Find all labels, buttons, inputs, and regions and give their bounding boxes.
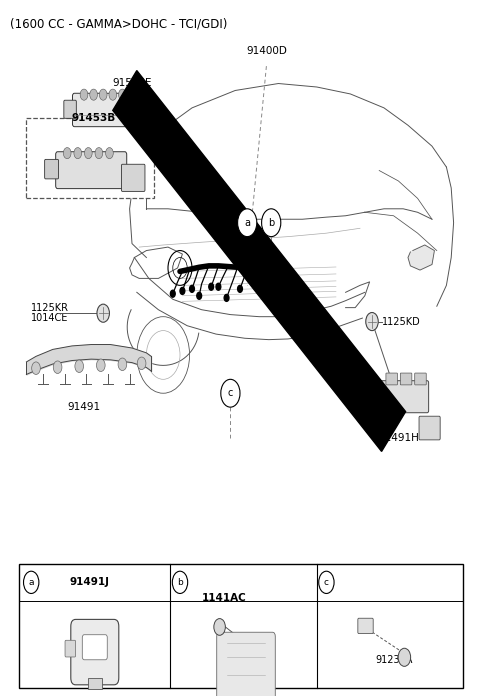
Circle shape xyxy=(224,294,229,301)
FancyBboxPatch shape xyxy=(386,373,397,385)
Circle shape xyxy=(80,89,88,100)
FancyBboxPatch shape xyxy=(217,632,276,696)
Circle shape xyxy=(95,148,103,159)
Circle shape xyxy=(32,362,40,374)
Text: 91453B: 91453B xyxy=(72,113,116,123)
FancyBboxPatch shape xyxy=(45,159,59,179)
Bar xyxy=(19,564,463,688)
Circle shape xyxy=(319,571,334,594)
FancyBboxPatch shape xyxy=(376,407,390,436)
FancyBboxPatch shape xyxy=(83,635,107,660)
FancyBboxPatch shape xyxy=(419,416,440,440)
Text: a: a xyxy=(244,218,250,228)
Circle shape xyxy=(119,89,126,100)
Circle shape xyxy=(96,359,105,372)
FancyBboxPatch shape xyxy=(56,152,127,189)
Circle shape xyxy=(137,357,146,370)
FancyBboxPatch shape xyxy=(358,618,373,633)
FancyBboxPatch shape xyxy=(261,262,279,276)
Circle shape xyxy=(90,89,97,100)
Circle shape xyxy=(74,148,82,159)
Circle shape xyxy=(118,358,127,370)
Circle shape xyxy=(84,148,92,159)
Circle shape xyxy=(63,148,71,159)
Text: 1125KR: 1125KR xyxy=(31,303,69,313)
Text: 91491H: 91491H xyxy=(378,433,419,443)
FancyBboxPatch shape xyxy=(64,100,76,118)
Polygon shape xyxy=(113,70,406,452)
Text: c: c xyxy=(324,578,329,587)
Bar xyxy=(26,118,154,198)
Circle shape xyxy=(75,360,84,372)
Text: 91234A: 91234A xyxy=(375,656,412,665)
Text: a: a xyxy=(28,578,34,587)
Circle shape xyxy=(109,89,117,100)
FancyBboxPatch shape xyxy=(121,164,145,191)
Text: (1600 CC - GAMMA>DOHC - TCI/GDI): (1600 CC - GAMMA>DOHC - TCI/GDI) xyxy=(10,17,227,31)
FancyBboxPatch shape xyxy=(133,104,155,128)
Text: 91491J: 91491J xyxy=(70,578,109,587)
Circle shape xyxy=(24,571,39,594)
Text: b: b xyxy=(177,578,183,587)
Circle shape xyxy=(172,571,188,594)
Circle shape xyxy=(106,148,113,159)
Text: 91400D: 91400D xyxy=(246,46,287,56)
Text: 1125KD: 1125KD xyxy=(382,317,420,326)
Polygon shape xyxy=(408,245,434,270)
Circle shape xyxy=(99,89,107,100)
Circle shape xyxy=(214,619,226,635)
Circle shape xyxy=(180,287,185,294)
Circle shape xyxy=(209,283,214,290)
FancyBboxPatch shape xyxy=(378,381,429,413)
Circle shape xyxy=(398,648,411,666)
FancyBboxPatch shape xyxy=(400,373,412,385)
Circle shape xyxy=(366,313,378,331)
FancyBboxPatch shape xyxy=(415,373,426,385)
Bar xyxy=(88,678,101,689)
Circle shape xyxy=(170,290,175,297)
FancyBboxPatch shape xyxy=(72,93,139,127)
FancyBboxPatch shape xyxy=(65,640,75,657)
Text: c: c xyxy=(228,388,233,398)
Circle shape xyxy=(216,283,221,290)
Text: 1141AC: 1141AC xyxy=(202,594,246,603)
Text: 91491: 91491 xyxy=(67,402,101,412)
Circle shape xyxy=(97,304,109,322)
Text: b: b xyxy=(268,218,275,228)
Circle shape xyxy=(190,285,194,292)
Circle shape xyxy=(238,209,257,237)
Text: 91505E: 91505E xyxy=(112,79,152,88)
FancyBboxPatch shape xyxy=(71,619,119,685)
Circle shape xyxy=(262,209,281,237)
Text: 1014CE: 1014CE xyxy=(31,313,69,323)
Circle shape xyxy=(197,292,202,299)
Circle shape xyxy=(53,361,62,374)
Circle shape xyxy=(238,285,242,292)
Circle shape xyxy=(221,379,240,407)
